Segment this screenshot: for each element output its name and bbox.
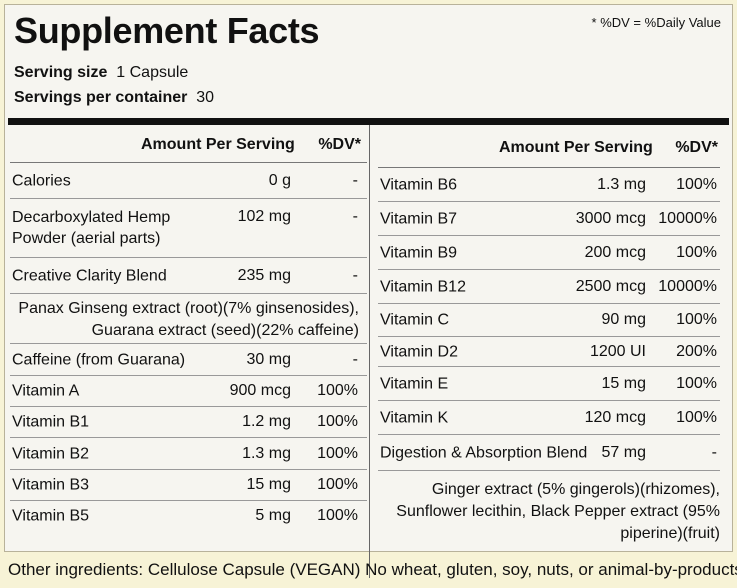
nutrient-amount: 1.2 mg: [242, 413, 291, 430]
nutrient-name: Vitamin C: [380, 311, 450, 329]
amount-header: Amount Per Serving: [141, 136, 295, 153]
page-title: Supplement Facts: [14, 10, 320, 51]
nutrient-dv: 100%: [676, 243, 717, 261]
nutrient-amount: 90 mg: [601, 311, 646, 328]
nutrient-amount: 57 mg: [601, 443, 646, 461]
nutrient-name: Vitamin B7: [380, 210, 458, 227]
nutrient-name: Decarboxylated Hemp Powder (aerial parts…: [12, 209, 171, 247]
nutrient-dv: 100%: [317, 382, 358, 399]
nutrient-name: Vitamin K: [380, 409, 449, 426]
nutrient-amount: 120 mcg: [584, 408, 646, 426]
nutrient-name: Vitamin B1: [12, 413, 90, 431]
serving-size-label: Serving size: [14, 64, 108, 81]
nutrient-amount: 900 mcg: [229, 382, 291, 399]
table-row: Vitamin C 90 mg 100%: [378, 304, 720, 337]
nutrient-name: Digestion & Absorption Blend: [380, 444, 588, 461]
table-row: Vitamin B2 1.3 mg 100%: [10, 438, 367, 470]
nutrient-name: Caffeine (from Guarana): [12, 351, 186, 368]
right-header: Amount Per Serving %DV*: [378, 125, 720, 168]
nutrient-amount: 15 mg: [601, 374, 646, 392]
nutrient-name: Vitamin B9: [380, 244, 458, 261]
nutrient-amount: 200 mcg: [584, 243, 646, 261]
serving-size: Serving size 1 Capsule: [14, 64, 188, 82]
nutrient-amount: 0 g: [268, 171, 291, 189]
nutrient-name: Creative Clarity Blend: [12, 267, 167, 284]
table-row: Caffeine (from Guarana) 30 mg -: [10, 344, 367, 376]
table-row: Vitamin B5 5 mg 100%: [10, 501, 367, 531]
servings-label: Servings per container: [14, 89, 188, 106]
table-row: Vitamin A 900 mcg 100%: [10, 376, 367, 407]
nutrient-dv: 100%: [317, 444, 358, 462]
nutrient-amount: 1.3 mg: [597, 175, 646, 193]
nutrient-name: Vitamin B3: [12, 476, 90, 494]
nutrient-name: Vitamin B6: [380, 176, 458, 193]
serving-size-value: 1 Capsule: [116, 64, 189, 81]
supplement-facts-panel: [4, 4, 733, 552]
column-divider: [369, 125, 370, 578]
nutrient-name: Vitamin B5: [12, 507, 90, 525]
left-column: Amount Per Serving %DV* Calories 0 g - D…: [10, 125, 367, 531]
nutrient-dv: -: [352, 208, 358, 225]
nutrient-amount: 1200 UI: [589, 342, 646, 360]
nutrient-amount: 235 mg: [237, 266, 291, 284]
nutrient-dv: 100%: [317, 507, 358, 524]
nutrient-dv: -: [352, 266, 358, 284]
nutrient-name: Vitamin D2: [380, 343, 458, 360]
nutrient-dv: 10000%: [658, 277, 717, 295]
nutrient-name: Vitamin B2: [12, 445, 90, 462]
dv-header: %DV*: [675, 139, 718, 156]
nutrient-amount: 3000 mcg: [575, 209, 646, 227]
nutrient-dv: 100%: [317, 476, 358, 493]
nutrient-dv: -: [352, 171, 358, 189]
table-row: Vitamin B1 1.2 mg 100%: [10, 407, 367, 438]
amount-header: Amount Per Serving: [499, 139, 653, 156]
blend-description: Ginger extract (5% gingerols)(rhizomes),…: [396, 481, 720, 542]
nutrient-name: Vitamin B12: [380, 278, 466, 295]
table-row: Digestion & Absorption Blend 57 mg -: [378, 435, 720, 471]
table-row: Vitamin K 120 mcg 100%: [378, 401, 720, 435]
nutrient-dv: -: [352, 350, 358, 368]
right-column: Amount Per Serving %DV* Vitamin B6 1.3 m…: [378, 125, 720, 542]
nutrient-amount: 1.3 mg: [242, 444, 291, 462]
table-row: Vitamin D2 1200 UI 200%: [378, 337, 720, 367]
table-row: Vitamin B9 200 mcg 100%: [378, 236, 720, 270]
dv-header: %DV*: [318, 136, 361, 153]
nutrient-amount: 30 mg: [246, 350, 291, 368]
servings-per-container: Servings per container 30: [14, 89, 214, 107]
left-header: Amount Per Serving %DV*: [10, 125, 367, 163]
table-row: Vitamin E 15 mg 100%: [378, 367, 720, 401]
blend-description: Panax Ginseng extract (root)(7% ginsenos…: [10, 294, 367, 344]
nutrient-dv: 100%: [676, 175, 717, 193]
nutrient-dv: 100%: [317, 413, 358, 430]
nutrient-name: Vitamin E: [380, 375, 449, 392]
nutrient-dv: 100%: [676, 408, 717, 426]
table-row: Vitamin B3 15 mg 100%: [10, 470, 367, 501]
table-row: Vitamin B12 2500 mcg 10000%: [378, 270, 720, 304]
table-row: Vitamin B7 3000 mcg 10000%: [378, 202, 720, 236]
nutrient-dv: 200%: [676, 342, 717, 360]
servings-value: 30: [196, 89, 215, 106]
table-row: Creative Clarity Blend 235 mg -: [10, 258, 367, 294]
thick-divider: [8, 118, 729, 125]
table-row: Vitamin B6 1.3 mg 100%: [378, 168, 720, 202]
dv-note: * %DV = %Daily Value: [591, 15, 721, 30]
table-row: Calories 0 g -: [10, 163, 367, 199]
nutrient-dv: 100%: [676, 374, 717, 392]
nutrient-name: Vitamin A: [12, 382, 80, 400]
nutrient-amount: 5 mg: [255, 507, 291, 524]
nutrient-dv: 100%: [676, 311, 717, 328]
nutrient-amount: 2500 mcg: [575, 277, 646, 295]
nutrient-dv: -: [711, 443, 717, 461]
nutrient-amount: 15 mg: [246, 476, 291, 493]
nutrient-name: Calories: [12, 172, 71, 189]
table-row: Decarboxylated Hemp Powder (aerial parts…: [10, 199, 367, 258]
nutrient-amount: 102 mg: [237, 208, 291, 225]
other-ingredients: Other ingredients: Cellulose Capsule (VE…: [8, 560, 737, 579]
nutrient-dv: 10000%: [658, 209, 717, 227]
